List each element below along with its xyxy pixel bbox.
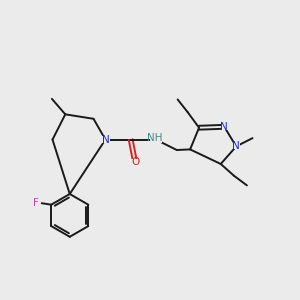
Bar	[131, 159, 139, 166]
Text: O: O	[131, 158, 139, 167]
Text: N: N	[101, 135, 109, 145]
Bar	[221, 124, 228, 130]
Bar	[150, 136, 162, 143]
Text: F: F	[33, 198, 39, 208]
Text: N: N	[220, 122, 228, 132]
Bar	[232, 143, 240, 149]
Text: N: N	[232, 141, 240, 152]
Bar	[101, 136, 110, 143]
Text: NH: NH	[147, 134, 162, 143]
